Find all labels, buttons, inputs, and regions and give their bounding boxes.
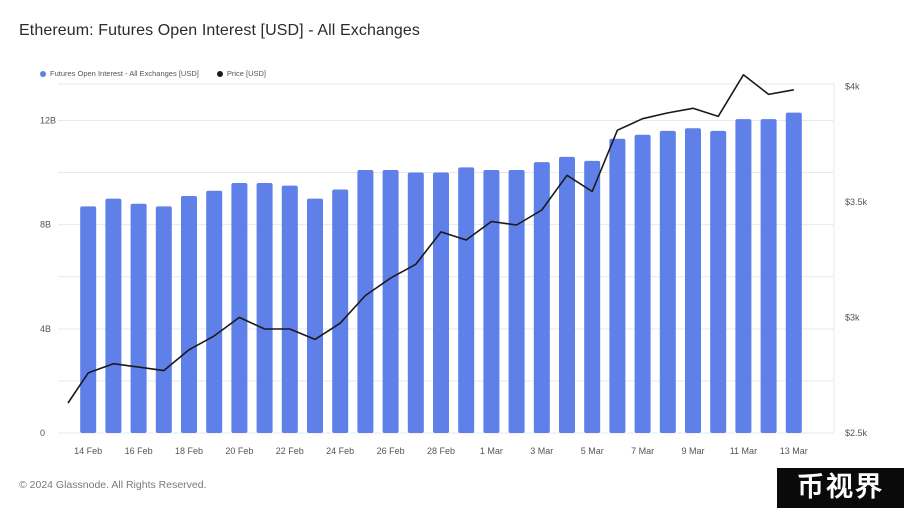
bar [382,169,399,433]
bar [307,198,323,433]
x-tick-label: 9 Mar [681,446,704,456]
copyright-footer: © 2024 Glassnode. All Rights Reserved. [19,479,207,491]
y-axis-right: $2.5k $3k $3.5k $4k [845,81,868,438]
bar [231,182,248,433]
bar [533,162,550,433]
bar [584,160,601,433]
x-tick-label: 13 Mar [780,446,808,456]
chart-title: Ethereum: Futures Open Interest [USD] - … [19,22,421,39]
bar [710,130,727,433]
x-tick-label: 3 Mar [530,446,553,456]
legend-item-open-interest[interactable]: Futures Open Interest - All Exchanges [U… [40,69,199,78]
bar [206,190,223,433]
bar [80,206,97,433]
y-right-tick-label: $3.5k [845,197,868,207]
chart-legend: Futures Open Interest - All Exchanges [U… [40,69,266,78]
price-line [67,74,794,404]
bar [458,167,475,434]
legend-label-open-interest: Futures Open Interest - All Exchanges [U… [50,69,199,78]
bar [760,119,777,433]
y-left-tick-label: 0 [40,428,45,438]
bar [559,156,575,434]
x-tick-label: 26 Feb [377,446,405,456]
price-line-series [67,74,794,404]
x-tick-label: 24 Feb [326,446,354,456]
y-right-tick-label: $2.5k [845,428,868,438]
x-tick-label: 16 Feb [125,446,153,456]
x-axis: 14 Feb 16 Feb 18 Feb 20 Feb 22 Feb 24 Feb 26 F… [74,446,808,456]
y-right-tick-label: $3k [845,312,860,322]
bar [433,172,449,433]
bar [130,203,147,433]
watermark-logo: 币视界 [777,468,904,508]
legend-swatch-price [216,70,223,77]
bar [281,185,298,433]
bar [357,169,374,433]
x-tick-label: 20 Feb [225,446,253,456]
y-left-tick-label: 8B [40,220,51,230]
bar [634,134,651,434]
x-tick-label: 11 Mar [730,446,757,456]
bar [609,138,626,433]
y-right-tick-label: $4k [845,81,860,91]
x-tick-label: 18 Feb [175,446,203,456]
x-tick-label: 5 Mar [581,446,604,456]
bar [332,189,349,433]
legend-swatch-open-interest [40,70,46,77]
bar [785,112,802,433]
y-left-tick-label: 4B [40,324,51,334]
y-left-tick-label: 12B [40,115,56,125]
bar [659,130,676,433]
x-tick-label: 28 Feb [427,446,455,456]
bar [407,172,424,433]
x-tick-label: 7 Mar [631,446,654,456]
x-tick-label: 22 Feb [276,446,304,456]
bar [508,169,525,433]
x-tick-label: 14 Feb [74,446,102,456]
bar [483,169,500,433]
bar [735,119,752,433]
bar-series [80,112,802,434]
legend-item-price[interactable]: Price [USD] [216,69,267,78]
bar [155,206,172,433]
bar [181,195,197,433]
bar [256,182,273,433]
bar [685,128,701,433]
bar [105,198,122,433]
x-tick-label: 1 Mar [480,446,503,456]
legend-label-price: Price [USD] [226,69,267,78]
y-axis-left: 0 4B 8B 12B [40,115,56,438]
